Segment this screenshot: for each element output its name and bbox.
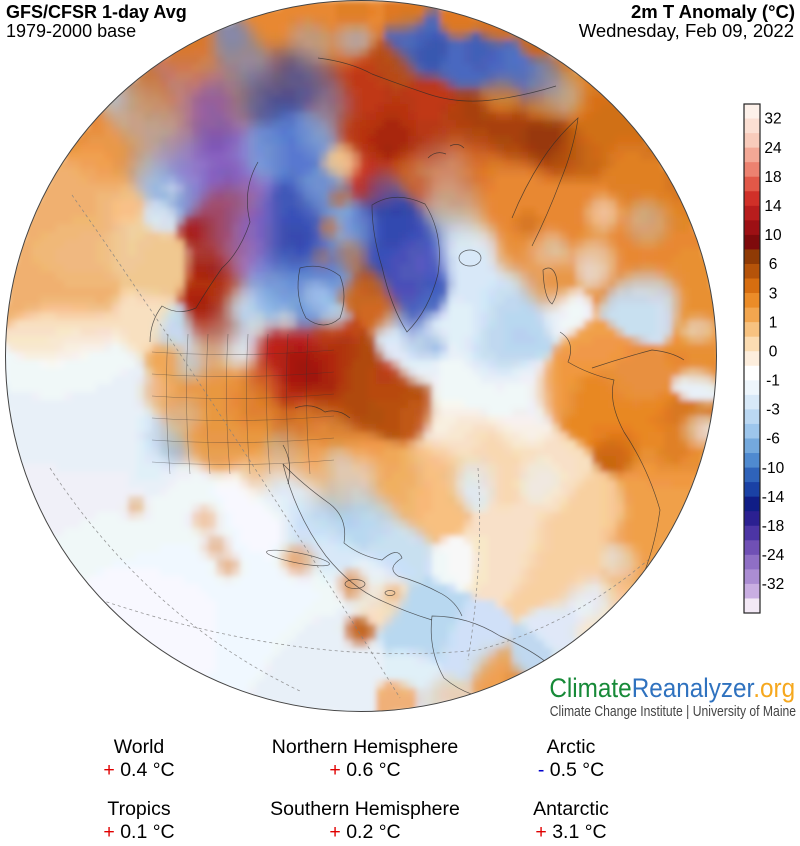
svg-text:-3: -3: [766, 402, 780, 419]
svg-text:-18: -18: [762, 518, 784, 535]
svg-text:1: 1: [769, 314, 778, 331]
svg-text:10: 10: [764, 227, 782, 244]
svg-text:-32: -32: [762, 576, 784, 593]
svg-text:14: 14: [764, 198, 782, 215]
svg-text:-6: -6: [766, 431, 780, 448]
svg-text:18: 18: [764, 169, 781, 186]
svg-text:24: 24: [764, 140, 782, 157]
svg-text:-10: -10: [762, 460, 785, 477]
svg-text:32: 32: [764, 111, 781, 128]
svg-text:-1: -1: [766, 373, 780, 390]
svg-text:0: 0: [769, 343, 778, 360]
svg-text:-14: -14: [762, 489, 785, 506]
svg-text:-24: -24: [762, 547, 785, 564]
svg-text:3: 3: [769, 285, 778, 302]
svg-text:6: 6: [769, 256, 778, 273]
